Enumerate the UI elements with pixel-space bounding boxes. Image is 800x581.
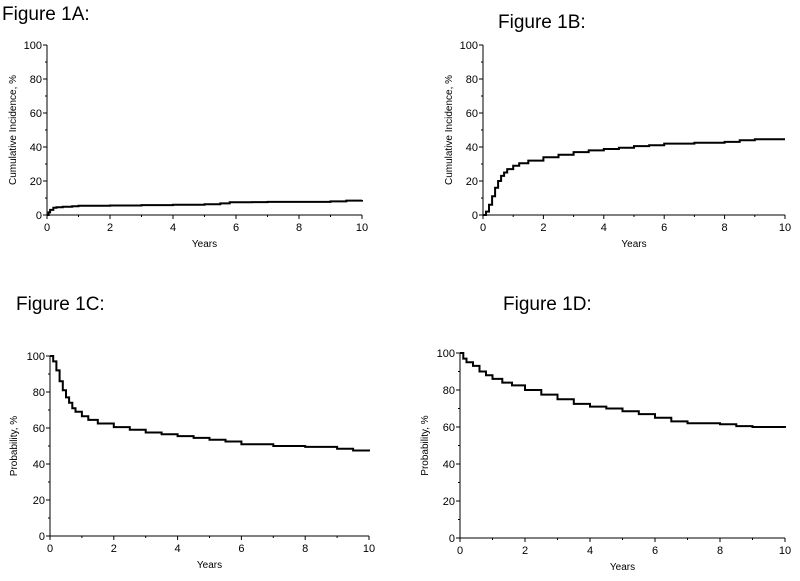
y-tick-label: 40 bbox=[466, 142, 478, 154]
x-tick-label: 10 bbox=[363, 543, 375, 555]
x-tick-label: 8 bbox=[296, 222, 302, 234]
x-tick-label: 2 bbox=[111, 543, 117, 555]
y-tick-label: 80 bbox=[33, 387, 45, 399]
x-tick-label: 6 bbox=[233, 222, 239, 234]
y-tick-label: 100 bbox=[24, 40, 42, 52]
figure-1b-title: Figure 1B: bbox=[498, 12, 586, 33]
figure-1d-chart: 0 20 40 60 80 100 0 2 4 6 8 10 Years Probability, % bbox=[420, 348, 791, 573]
figure-1c-chart: 0 20 40 60 80 100 0 2 4 6 8 10 Years Probability, % bbox=[9, 351, 375, 571]
x-tick-label: 10 bbox=[779, 545, 791, 557]
y-tick-label: 20 bbox=[30, 176, 42, 188]
x-tick-label: 0 bbox=[44, 222, 50, 234]
y-tick-label: 60 bbox=[30, 108, 42, 120]
y-tick-label: 100 bbox=[460, 40, 478, 52]
x-axis-title: Years bbox=[610, 562, 635, 573]
survival-curve bbox=[483, 138, 785, 216]
survival-curve bbox=[460, 352, 786, 428]
y-tick-label: 40 bbox=[33, 459, 45, 471]
x-tick-label: 6 bbox=[661, 222, 667, 234]
y-tick-label: 100 bbox=[27, 351, 45, 363]
survival-curve bbox=[47, 199, 363, 216]
x-tick-label: 2 bbox=[522, 545, 528, 557]
x-tick-label: 8 bbox=[717, 545, 723, 557]
y-axis-title: Probability, % bbox=[9, 416, 20, 477]
figure-1a-chart: 0 20 40 60 80 100 0 2 4 6 8 10 Years Cumulative Incid… bbox=[8, 40, 368, 250]
y-tick-label: 20 bbox=[466, 176, 478, 188]
x-tick-label: 6 bbox=[652, 545, 658, 557]
x-tick-label: 4 bbox=[175, 543, 181, 555]
figure-1d-title: Figure 1D: bbox=[503, 294, 592, 315]
y-tick-label: 80 bbox=[30, 74, 42, 86]
x-tick-label: 0 bbox=[480, 222, 486, 234]
y-tick-label: 0 bbox=[449, 533, 455, 545]
y-tick-label: 80 bbox=[466, 74, 478, 86]
x-tick-label: 4 bbox=[601, 222, 607, 234]
y-tick-label: 40 bbox=[30, 142, 42, 154]
y-axis-title: Probability, % bbox=[420, 415, 431, 476]
y-tick-label: 60 bbox=[443, 422, 455, 434]
x-axis-title: Years bbox=[197, 560, 222, 571]
x-tick-label: 4 bbox=[587, 545, 593, 557]
x-axis-title: Years bbox=[621, 239, 646, 250]
x-tick-label: 6 bbox=[238, 543, 244, 555]
y-tick-label: 0 bbox=[472, 210, 478, 222]
x-tick-label: 0 bbox=[47, 543, 53, 555]
y-tick-label: 60 bbox=[466, 108, 478, 120]
y-tick-label: 60 bbox=[33, 423, 45, 435]
y-tick-label: 100 bbox=[437, 348, 455, 360]
x-tick-label: 2 bbox=[540, 222, 546, 234]
x-tick-label: 8 bbox=[302, 543, 308, 555]
y-axis-title: Cumulative Incidence, % bbox=[8, 75, 19, 185]
survival-curve bbox=[50, 355, 370, 452]
y-tick-label: 80 bbox=[443, 385, 455, 397]
x-tick-label: 2 bbox=[107, 222, 113, 234]
y-axis-title: Cumulative Incidence, % bbox=[444, 75, 455, 185]
y-tick-label: 20 bbox=[33, 495, 45, 507]
x-tick-label: 8 bbox=[722, 222, 728, 234]
figure-1a-title: Figure 1A: bbox=[2, 4, 90, 25]
figure-1c-title: Figure 1C: bbox=[16, 294, 105, 315]
y-tick-label: 0 bbox=[39, 531, 45, 543]
x-axis-title: Years bbox=[192, 239, 217, 250]
x-tick-label: 10 bbox=[356, 222, 368, 234]
y-tick-label: 40 bbox=[443, 459, 455, 471]
y-tick-label: 0 bbox=[36, 210, 42, 222]
y-tick-label: 20 bbox=[443, 496, 455, 508]
x-tick-label: 10 bbox=[779, 222, 791, 234]
x-tick-label: 0 bbox=[457, 545, 463, 557]
x-tick-label: 4 bbox=[170, 222, 176, 234]
figure-1b-chart: 0 20 40 60 80 100 0 2 4 6 8 10 Years Cumulative Incid… bbox=[444, 40, 791, 250]
